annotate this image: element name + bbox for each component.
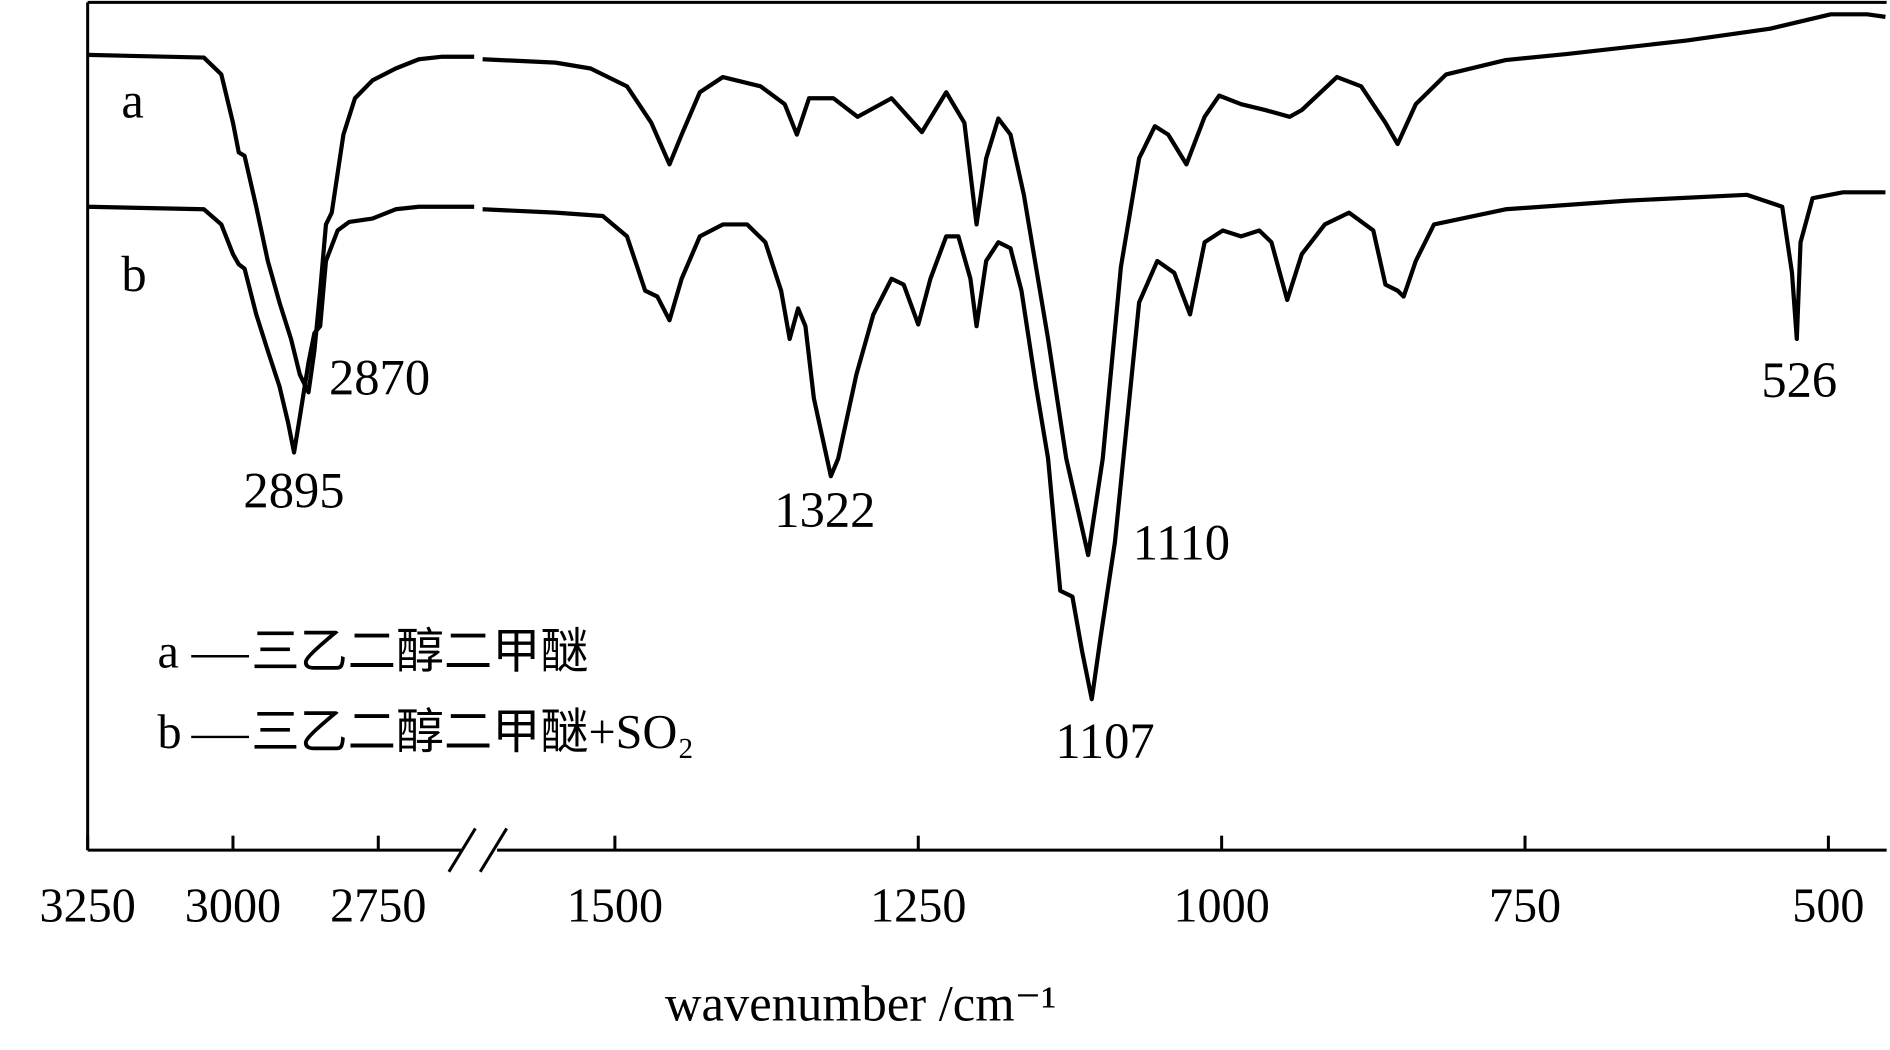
- peak-label: 1322: [774, 482, 875, 538]
- legend-key: b: [158, 706, 182, 759]
- x-tick-label: 1250: [870, 879, 966, 932]
- peak-label: 1110: [1133, 514, 1230, 570]
- legend-key: a: [158, 625, 179, 678]
- spectrum-line: [87, 204, 475, 455]
- x-tick-label: 1000: [1173, 879, 1269, 932]
- spectrum-line: [87, 52, 475, 395]
- legend-label: 三乙二醇二甲醚: [251, 625, 588, 678]
- peak-label: 1107: [1055, 713, 1154, 769]
- series-label: b: [121, 246, 146, 302]
- legend-label: 三乙二醇二甲醚+SO₂: [251, 706, 694, 759]
- peak-label: 526: [1761, 352, 1837, 408]
- spectrum-line: [482, 12, 1886, 558]
- axis-break: [478, 827, 508, 873]
- x-tick-label: 500: [1792, 879, 1864, 932]
- peak-label: 2870: [329, 350, 430, 406]
- axis-break: [447, 827, 477, 873]
- x-tick-label: 3000: [185, 879, 281, 932]
- spectrum-line: [482, 190, 1886, 702]
- series-label: a: [121, 73, 143, 129]
- x-axis-title: wavenumber /cm⁻¹: [665, 976, 1056, 1032]
- peak-label: 2895: [243, 463, 344, 519]
- x-tick-label: 750: [1489, 879, 1561, 932]
- x-tick-label: 2750: [330, 879, 426, 932]
- x-tick-label: 1500: [567, 879, 663, 932]
- x-tick-label: 3250: [40, 879, 136, 932]
